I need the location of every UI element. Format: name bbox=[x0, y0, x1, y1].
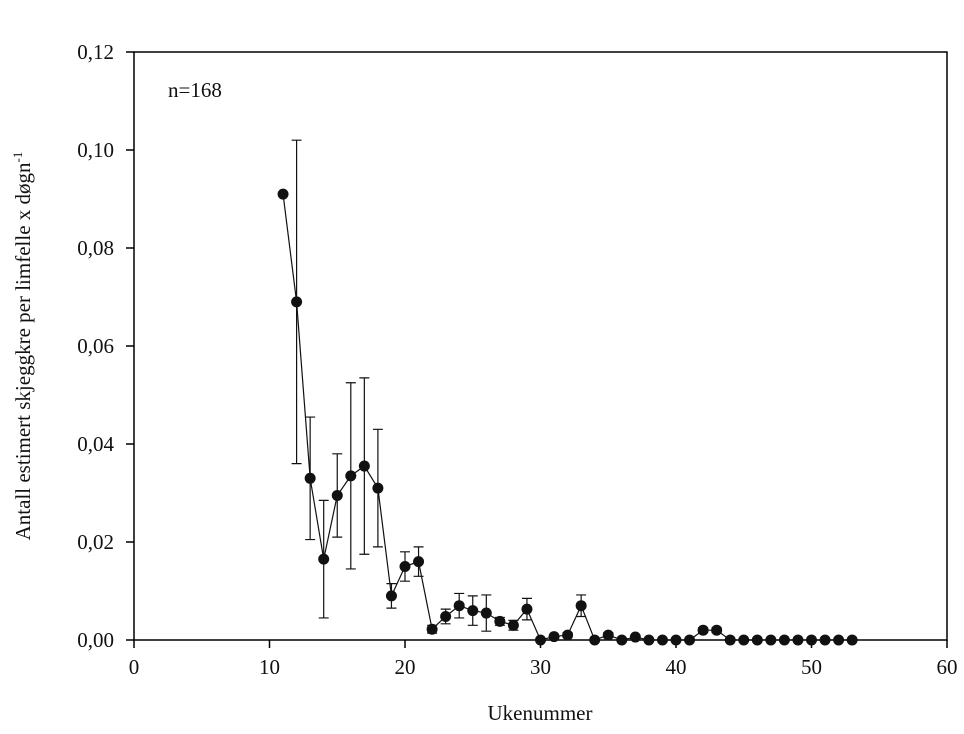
plot-frame bbox=[133, 51, 948, 641]
data-point bbox=[413, 556, 425, 568]
y-tick-label: 0,04 bbox=[77, 432, 114, 456]
y-tick-label: 0,02 bbox=[77, 530, 114, 554]
data-point bbox=[277, 188, 289, 200]
data-point bbox=[806, 634, 817, 646]
data-point bbox=[751, 634, 763, 646]
y-tick-label: 0,06 bbox=[77, 334, 114, 358]
data-point bbox=[345, 470, 357, 482]
data-point bbox=[643, 634, 655, 646]
data-point bbox=[291, 296, 303, 308]
data-point bbox=[697, 624, 709, 636]
x-tick-label: 60 bbox=[937, 655, 958, 679]
x-tick-label: 40 bbox=[666, 655, 687, 679]
data-point bbox=[724, 634, 736, 646]
data-point bbox=[440, 610, 452, 622]
x-axis-label: Ukenummer bbox=[488, 701, 593, 725]
data-point bbox=[738, 634, 750, 646]
data-point bbox=[765, 634, 777, 646]
data-point bbox=[494, 615, 506, 627]
data-point bbox=[358, 460, 370, 472]
x-tick-label: 20 bbox=[395, 655, 416, 679]
data-point bbox=[304, 472, 316, 484]
x-tick-label: 30 bbox=[530, 655, 551, 679]
data-point bbox=[318, 553, 330, 565]
data-point bbox=[819, 634, 831, 646]
x-tick-label: 10 bbox=[259, 655, 280, 679]
data-point bbox=[467, 605, 479, 617]
x-tick-label: 50 bbox=[801, 655, 822, 679]
data-point bbox=[535, 634, 546, 646]
data-point bbox=[385, 590, 397, 602]
data-point bbox=[453, 600, 465, 612]
y-axis-label-superscript: -1 bbox=[10, 152, 25, 163]
y-tick-label: 0,08 bbox=[77, 236, 114, 260]
data-point bbox=[575, 600, 587, 612]
data-point bbox=[521, 603, 533, 615]
data-point bbox=[656, 634, 668, 646]
data-point bbox=[778, 634, 790, 646]
data-point bbox=[426, 623, 438, 635]
data-point bbox=[684, 634, 696, 646]
data-point bbox=[399, 561, 411, 572]
y-axis-label: Antall estimert skjeggkre per limfelle x… bbox=[10, 152, 35, 541]
y-tick-label: 0,12 bbox=[77, 40, 114, 64]
y-tick-label: 0,10 bbox=[77, 138, 114, 162]
data-point bbox=[589, 634, 601, 646]
data-point bbox=[670, 634, 682, 646]
data-point bbox=[629, 631, 641, 643]
data-point bbox=[602, 629, 614, 641]
data-point bbox=[562, 629, 574, 641]
y-axis-label-text: Antall estimert skjeggkre per limfelle x… bbox=[11, 162, 35, 540]
data-point bbox=[846, 634, 858, 646]
data-point bbox=[792, 634, 804, 646]
data-point bbox=[372, 482, 384, 494]
data-point bbox=[331, 489, 343, 501]
annotation: n=168 bbox=[168, 78, 222, 102]
data-line bbox=[282, 194, 853, 641]
data-point bbox=[616, 634, 628, 646]
data-point bbox=[711, 624, 723, 636]
y-tick-label: 0,00 bbox=[77, 628, 114, 652]
data-point bbox=[480, 607, 492, 619]
data-point bbox=[833, 634, 845, 646]
x-tick-label: 0 bbox=[129, 655, 140, 679]
data-point bbox=[548, 631, 560, 643]
data-point bbox=[507, 619, 519, 631]
